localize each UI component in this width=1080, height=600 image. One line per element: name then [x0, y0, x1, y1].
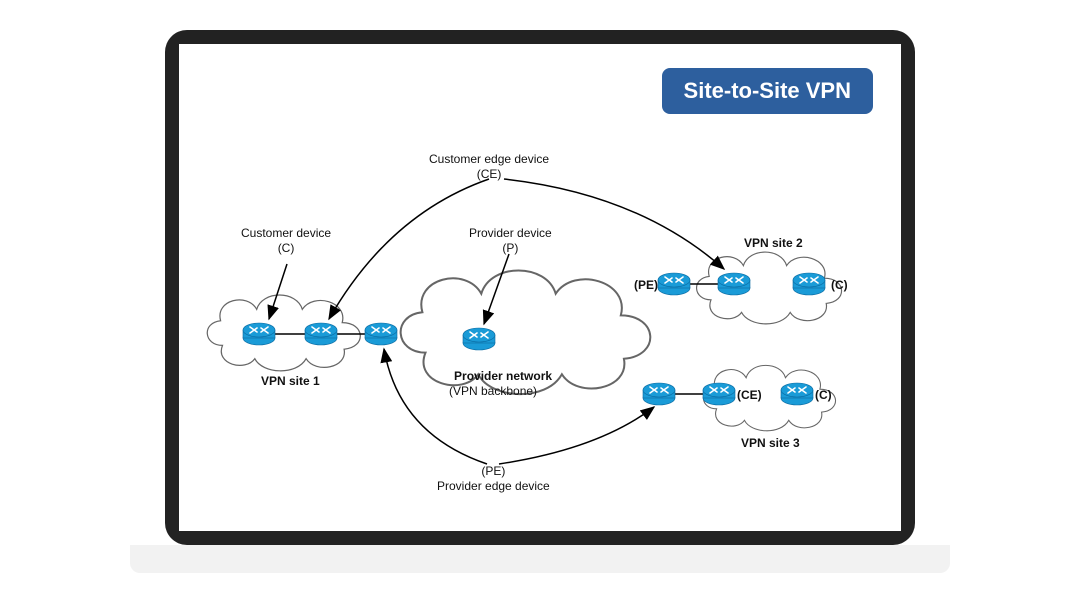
router-s1-c	[243, 323, 275, 345]
label-provider-device: Provider device (P)	[469, 226, 552, 256]
router-s1-pe	[365, 323, 397, 345]
router-s2-c	[793, 273, 825, 295]
router-s1-ce	[305, 323, 337, 345]
label-pe-site2: (PE)	[634, 278, 658, 293]
laptop-screen: Site-to-Site VPN	[179, 44, 901, 531]
laptop-bezel: Site-to-Site VPN	[165, 30, 915, 545]
label-customer-edge: Customer edge device (CE)	[429, 152, 549, 182]
label-provider-network: Provider network(VPN backbone)	[434, 354, 552, 414]
label-c-site3: (C)	[815, 388, 832, 403]
router-s2-ce	[718, 273, 750, 295]
label-vpn-site-2: VPN site 2	[744, 236, 803, 251]
router-s3-c	[781, 383, 813, 405]
label-provider-edge: (PE) Provider edge device	[437, 464, 550, 494]
arr-pe2	[499, 407, 654, 464]
router-s2-pe	[658, 273, 690, 295]
router-p	[463, 328, 495, 350]
laptop-base	[130, 545, 950, 573]
label-vpn-site-1: VPN site 1	[261, 374, 320, 389]
label-ce-site3: (CE)	[737, 388, 762, 403]
router-s3-pe	[643, 383, 675, 405]
arr-c	[269, 264, 287, 319]
arr-p	[484, 254, 509, 324]
label-customer-device: Customer device (C)	[241, 226, 331, 256]
router-s3-ce	[703, 383, 735, 405]
vpn-diagram	[179, 44, 901, 531]
arr-ce1	[329, 179, 489, 319]
label-vpn-site-3: VPN site 3	[741, 436, 800, 451]
label-c-site2: (C)	[831, 278, 848, 293]
